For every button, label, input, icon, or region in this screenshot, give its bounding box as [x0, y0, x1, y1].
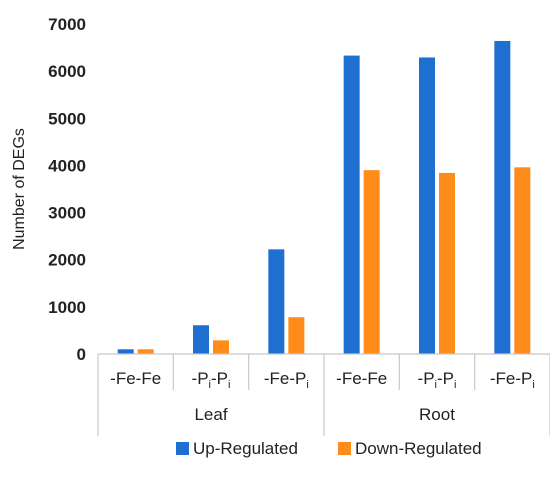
- x-tick-label: -Fe-Pi: [264, 369, 309, 391]
- bar-up-regulated-4: [419, 57, 435, 354]
- y-tick-label: 2000: [48, 251, 86, 270]
- y-tick-label: 0: [77, 345, 86, 364]
- y-tick-label: 1000: [48, 298, 86, 317]
- bar-down-regulated-0: [137, 349, 154, 354]
- y-axis-label: Number of DEGs: [11, 128, 28, 250]
- group-label-root: Root: [419, 405, 455, 424]
- y-tick-label: 6000: [48, 62, 86, 81]
- x-tick-label: -Pi-Pi: [192, 369, 231, 391]
- legend: Up-Regulated Down-Regulated: [176, 439, 482, 458]
- group-labels: Leaf Root: [194, 405, 455, 424]
- bars: [117, 40, 531, 354]
- y-axis: 0 1000 2000 3000 4000 5000 6000 7000: [48, 15, 86, 364]
- legend-label: Up-Regulated: [193, 439, 298, 458]
- bar-up-regulated-5: [494, 40, 511, 354]
- bar-down-regulated-3: [363, 170, 380, 354]
- bar-down-regulated-1: [213, 340, 229, 354]
- x-tick-label: -Fe-Fe: [110, 369, 161, 388]
- bar-up-regulated-3: [343, 55, 360, 354]
- bar-up-regulated-1: [193, 325, 209, 354]
- y-tick-label: 3000: [48, 204, 86, 223]
- group-label-leaf: Leaf: [194, 405, 227, 424]
- bar-up-regulated-2: [268, 249, 285, 354]
- bar-up-regulated-0: [117, 349, 134, 354]
- x-tick-label: -Pi-Pi: [418, 369, 457, 391]
- y-tick-label: 4000: [48, 156, 86, 175]
- bar-down-regulated-2: [288, 317, 305, 354]
- x-tick-label: -Fe-Fe: [336, 369, 387, 388]
- legend-swatch: [176, 442, 189, 455]
- legend-swatch: [338, 442, 351, 455]
- x-axis: -Fe-Fe -Pi-Pi -Fe-Pi -Fe-Fe -Pi-Pi -Fe-Pi: [97, 353, 550, 436]
- bar-down-regulated-4: [439, 172, 455, 354]
- y-tick-label: 5000: [48, 109, 86, 128]
- legend-label: Down-Regulated: [355, 439, 482, 458]
- x-tick-label: -Fe-Pi: [490, 369, 535, 391]
- y-tick-label: 7000: [48, 15, 86, 34]
- bar-down-regulated-5: [514, 167, 531, 354]
